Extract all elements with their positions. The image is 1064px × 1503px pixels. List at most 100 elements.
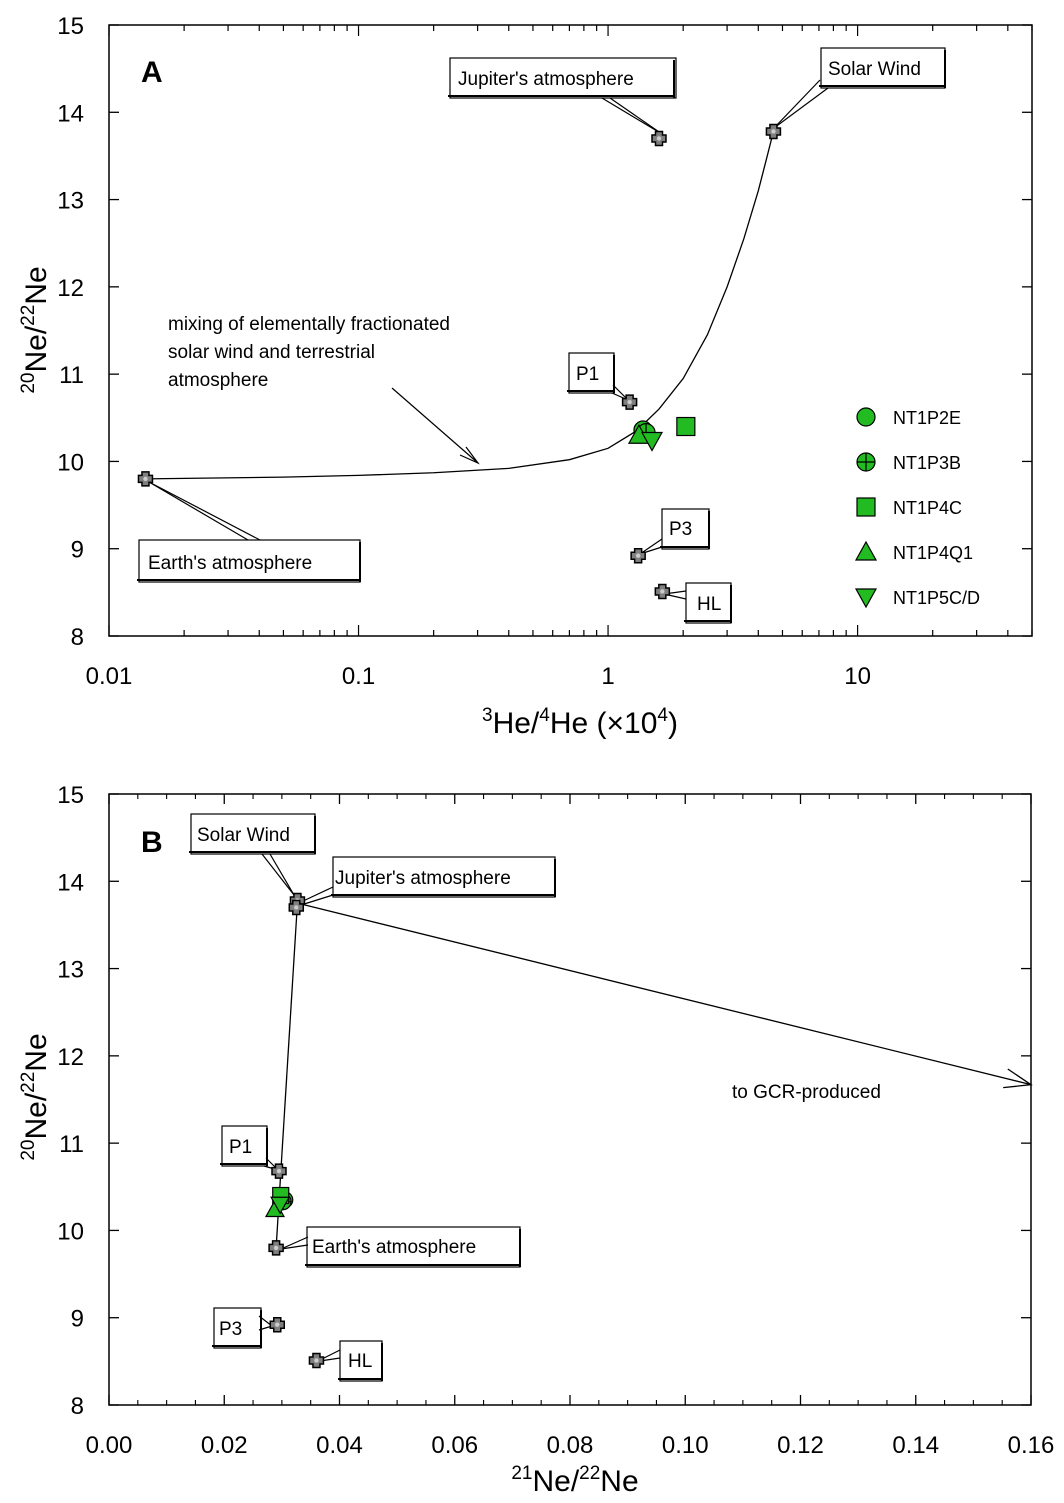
panel-a-annotation: mixing of elementally fractionated solar… bbox=[168, 314, 480, 465]
panel-a-y-axis-title: 20Ne/22Ne bbox=[18, 266, 53, 393]
annotation-arrow-shaft bbox=[391, 387, 479, 464]
legend: NT1P2E NT1P3B NT1P4C NT1P4Q1 NT1P5C/D bbox=[854, 407, 980, 609]
callout-label: Jupiter's atmosphere bbox=[458, 69, 634, 90]
reference-point bbox=[630, 547, 646, 564]
panel-b-x-axis-title: 21Ne/22Ne bbox=[511, 1463, 638, 1498]
x-tick-label: 0.01 bbox=[86, 663, 133, 690]
callout-label: P3 bbox=[219, 1319, 242, 1340]
annotation-arrow-head bbox=[459, 446, 480, 465]
y-tick-label: 11 bbox=[59, 362, 84, 389]
gcr-arrow-shaft bbox=[297, 902, 1032, 1086]
x-tick-label: 0.02 bbox=[201, 1432, 248, 1459]
callout-label: Solar Wind bbox=[828, 59, 921, 80]
reference-point bbox=[269, 1316, 286, 1333]
callout-label: Earth's atmosphere bbox=[312, 1237, 476, 1258]
y-tick-label: 13 bbox=[57, 188, 84, 215]
annotation-line-1: mixing of elementally fractionated bbox=[168, 314, 450, 335]
y-tick-label: 12 bbox=[57, 1044, 84, 1071]
y-tick-label: 15 bbox=[57, 13, 84, 40]
panel-b: 8 9 10 11 12 13 14 15 0.00 0.02 0.04 0.06 0.08 0.10 0.… bbox=[18, 782, 1054, 1498]
y-tick-label: 14 bbox=[57, 869, 84, 896]
callout-p1-b: P1 bbox=[220, 1125, 279, 1171]
y-tick-label: 11 bbox=[59, 1131, 84, 1158]
gcr-label: to GCR-produced bbox=[732, 1082, 881, 1103]
callout-label: P1 bbox=[229, 1137, 252, 1158]
x-tick-label: 0.00 bbox=[86, 1432, 133, 1459]
x-tick-label: 10 bbox=[844, 663, 871, 690]
panel-b-sample-points bbox=[264, 1186, 294, 1218]
callout-label: P3 bbox=[669, 519, 692, 540]
callout-jupiter-b: Jupiter's atmosphere bbox=[300, 856, 556, 906]
legend-label: NT1P4Q1 bbox=[893, 543, 973, 563]
callout-p1-a: P1 bbox=[567, 352, 629, 401]
y-tick-label: 14 bbox=[57, 100, 84, 127]
x-tick-label: 0.1 bbox=[342, 663, 375, 690]
callout-earth-a: Earth's atmosphere bbox=[137, 481, 361, 583]
callout-p3-a: P3 bbox=[639, 508, 710, 555]
callout-earth-b: Earth's atmosphere bbox=[280, 1226, 521, 1268]
sample-point bbox=[270, 1196, 291, 1215]
x-tick-label: 1 bbox=[601, 663, 614, 690]
callout-label: Earth's atmosphere bbox=[148, 553, 312, 574]
callout-label: P1 bbox=[576, 364, 599, 385]
callout-solar-wind-a: Solar Wind bbox=[773, 47, 946, 129]
legend-marker bbox=[854, 540, 878, 561]
callout-label: HL bbox=[348, 1351, 372, 1372]
reference-point bbox=[137, 471, 154, 487]
reference-point bbox=[308, 1352, 325, 1369]
x-tick-label: 0.08 bbox=[547, 1432, 594, 1459]
panel-a-x-axis-title: 3He/4He (×104) bbox=[482, 705, 678, 740]
panel-b-tick-labels: 8 9 10 11 12 13 14 15 0.00 0.02 0.04 0.06 0.08 0.10 0.… bbox=[57, 782, 1054, 1459]
callout-jupiter-a: Jupiter's atmosphere bbox=[448, 57, 677, 135]
reference-point bbox=[651, 130, 667, 147]
x-tick-label: 0.12 bbox=[777, 1432, 824, 1459]
panel-b-y-axis-title: 20Ne/22Ne bbox=[18, 1033, 53, 1160]
x-tick-label: 0.04 bbox=[316, 1432, 363, 1459]
gcr-arrow-head bbox=[1003, 1068, 1033, 1089]
panel-b-letter: B bbox=[141, 826, 163, 859]
legend-marker bbox=[856, 497, 876, 517]
legend-marker bbox=[856, 452, 876, 472]
panel-a-letter: A bbox=[141, 56, 163, 89]
panel-a-mixing-curve bbox=[145, 131, 775, 480]
panel-a-plot-frame bbox=[108, 24, 1033, 637]
y-tick-label: 8 bbox=[71, 1393, 84, 1420]
callout-hl-b: HL bbox=[319, 1340, 383, 1382]
y-tick-label: 12 bbox=[57, 275, 84, 302]
legend-label: NT1P5C/D bbox=[893, 588, 980, 608]
y-tick-label: 13 bbox=[57, 957, 84, 984]
annotation-line-3: atmosphere bbox=[168, 370, 268, 391]
reference-point bbox=[765, 123, 782, 140]
y-tick-label: 10 bbox=[57, 1218, 84, 1245]
y-tick-label: 10 bbox=[57, 449, 84, 476]
sample-point bbox=[676, 416, 696, 437]
y-tick-label: 9 bbox=[71, 537, 84, 564]
panel-a: 8 9 10 11 12 13 14 15 0.01 0.1 1 10 A mixing of ele… bbox=[18, 13, 1033, 740]
x-tick-label: 0.10 bbox=[662, 1432, 709, 1459]
legend-label: NT1P2E bbox=[893, 408, 961, 428]
callout-solar-wind-b: Solar Wind bbox=[189, 813, 316, 896]
reference-point bbox=[268, 1240, 284, 1256]
panel-a-sample-points bbox=[627, 416, 696, 452]
panel-b-ticks bbox=[108, 793, 1032, 1406]
reference-point bbox=[654, 583, 671, 600]
callout-label: Solar Wind bbox=[197, 825, 290, 846]
panel-b-reference-points bbox=[268, 892, 325, 1369]
y-tick-label: 9 bbox=[71, 1306, 84, 1333]
callout-label: HL bbox=[697, 594, 721, 615]
legend-marker bbox=[854, 588, 878, 609]
x-tick-label: 0.06 bbox=[431, 1432, 478, 1459]
panel-a-ticks bbox=[108, 24, 1033, 637]
annotation-line-2: solar wind and terrestrial bbox=[168, 342, 375, 363]
legend-label: NT1P3B bbox=[893, 453, 961, 473]
sample-point bbox=[640, 431, 664, 452]
y-tick-label: 8 bbox=[71, 624, 84, 651]
x-tick-label: 0.14 bbox=[892, 1432, 939, 1459]
legend-marker bbox=[856, 407, 876, 427]
legend-label: NT1P4C bbox=[893, 498, 962, 518]
callout-label: Jupiter's atmosphere bbox=[335, 868, 511, 889]
panel-a-tick-labels: 8 9 10 11 12 13 14 15 0.01 0.1 1 10 bbox=[57, 13, 871, 690]
y-tick-label: 15 bbox=[57, 782, 84, 809]
callout-hl-a: HL bbox=[663, 582, 732, 624]
